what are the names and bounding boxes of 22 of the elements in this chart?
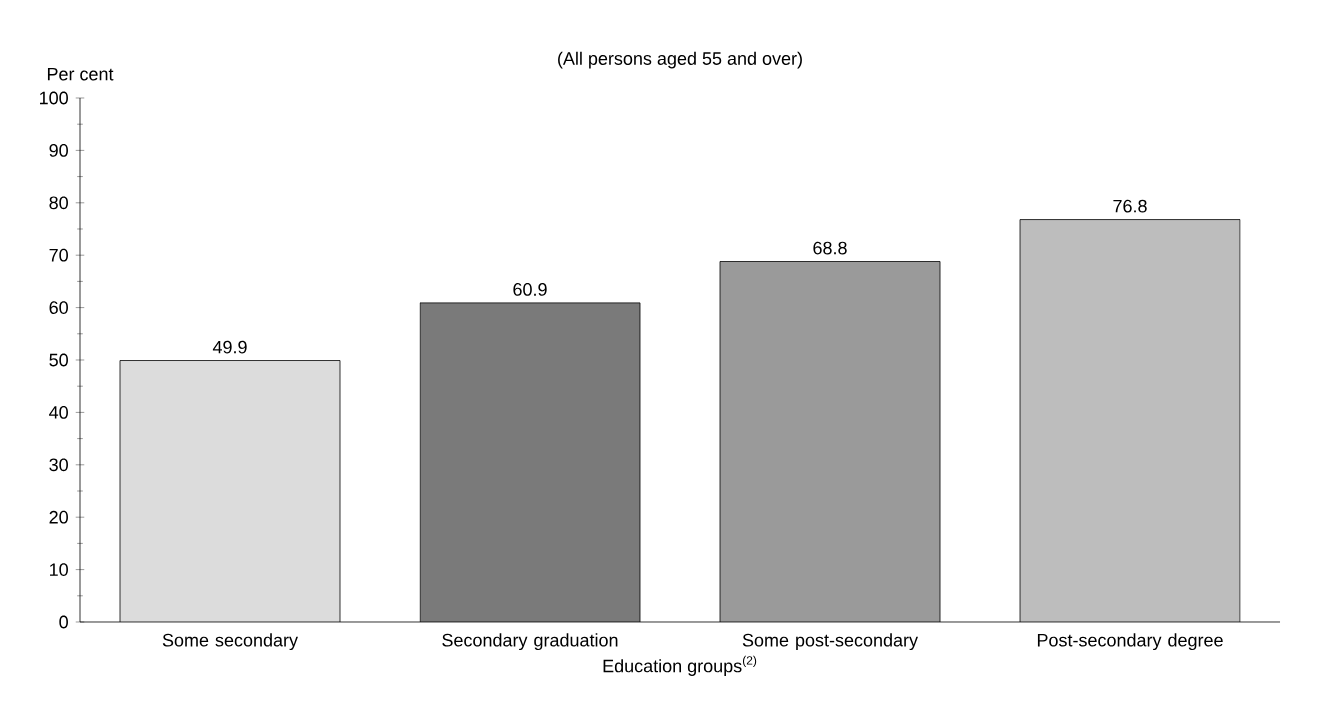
x-axis-title: Education groups$^{(2)}$ bbox=[603, 655, 757, 676]
y-tick-label: 20 bbox=[49, 510, 68, 524]
y-tick-label: 70 bbox=[49, 248, 68, 262]
y-tick-label: 100 bbox=[40, 91, 68, 105]
x-tick-label: Some post-secondary bbox=[742, 633, 918, 651]
x-tick-label: Secondary graduation bbox=[442, 633, 618, 651]
y-tick-label: 90 bbox=[49, 144, 68, 157]
data-label: 68.8 bbox=[813, 241, 847, 255]
chart-title: (All persons aged 55 and over) bbox=[558, 51, 802, 69]
y-tick-label: 10 bbox=[50, 563, 68, 576]
data-label: 76.8 bbox=[1113, 199, 1147, 213]
y-tick-label: 50 bbox=[49, 353, 68, 367]
y-tick-label: 30 bbox=[49, 458, 68, 472]
x-tick-label: Post-secondary degree bbox=[1037, 633, 1223, 651]
data-label: 49.9 bbox=[212, 340, 247, 354]
y-tick-label: 80 bbox=[49, 196, 68, 210]
y-axis-title: Per cent bbox=[47, 67, 114, 81]
x-tick-label: Some secondary bbox=[162, 633, 298, 651]
y-tick-label: 60 bbox=[49, 301, 68, 314]
y-tick-label: 40 bbox=[49, 406, 68, 419]
data-label: 60.9 bbox=[513, 283, 547, 296]
y-tick-label: 0 bbox=[59, 615, 68, 629]
